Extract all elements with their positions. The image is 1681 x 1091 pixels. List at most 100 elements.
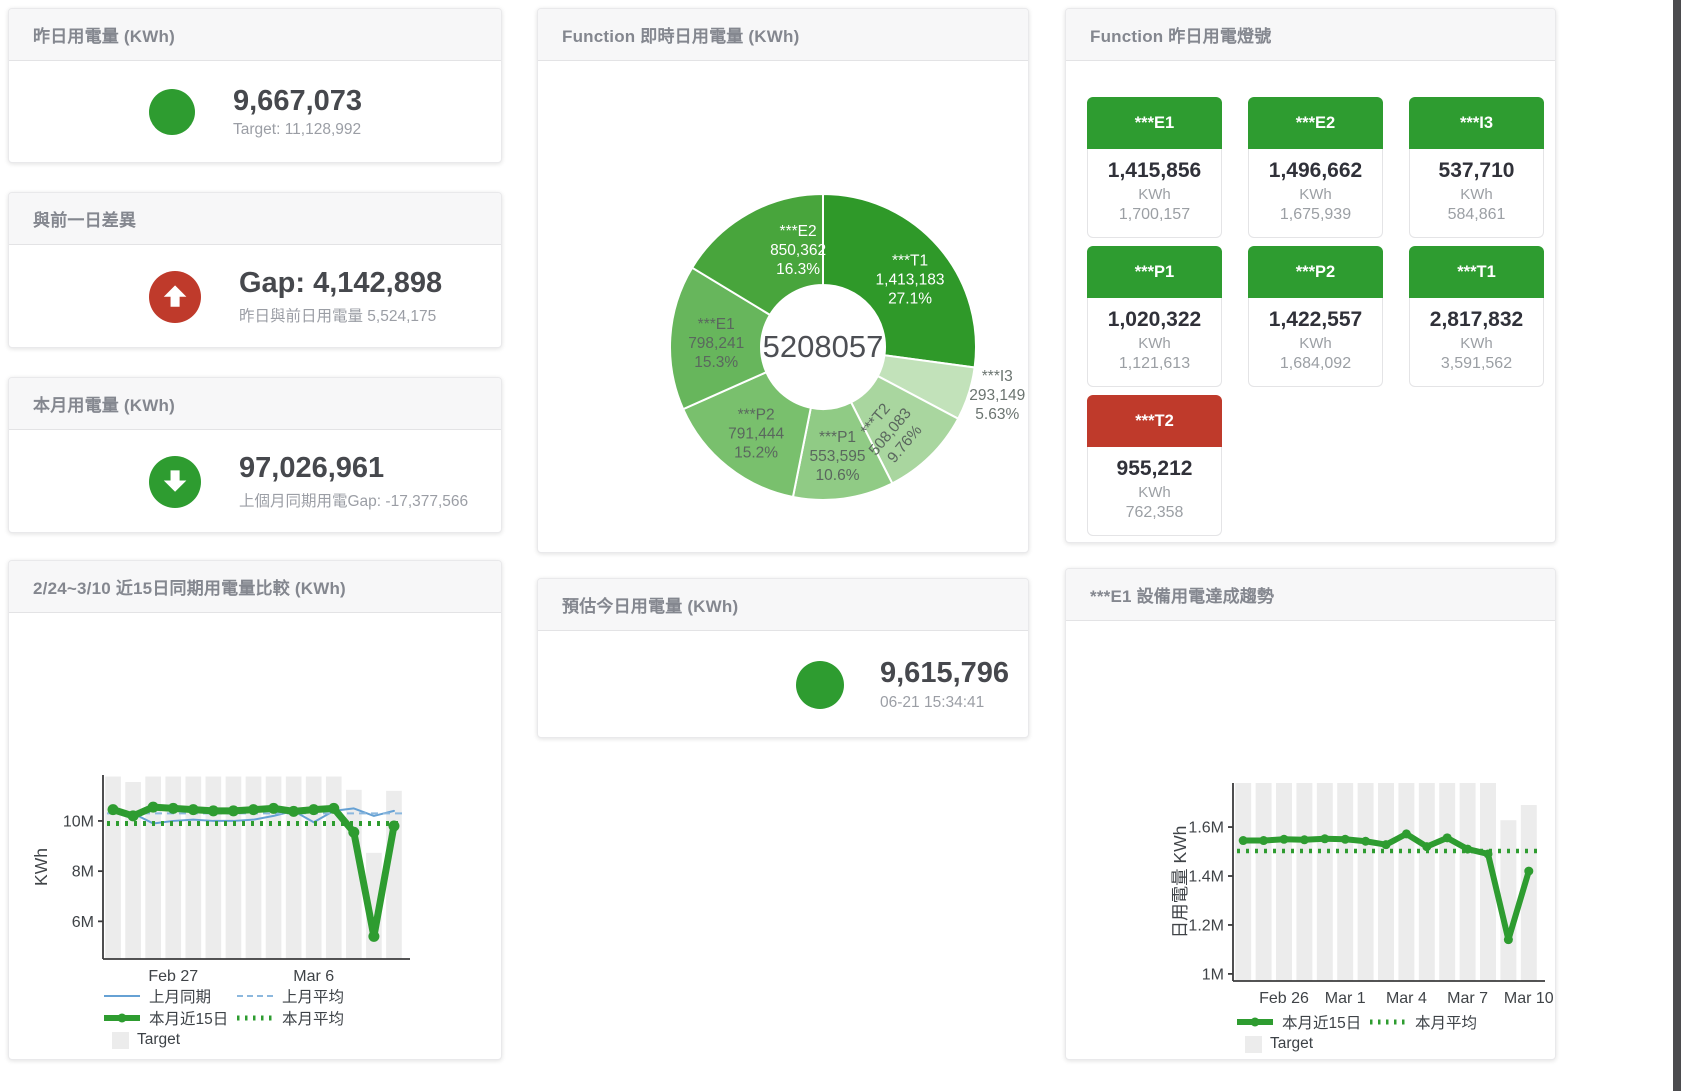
y-tick-label: 8M: [72, 864, 94, 881]
comparison-line-chart[interactable]: 6M 8M 10M Feb 27 Mar 6 KWh: [9, 613, 502, 995]
tile-unit: KWh: [1299, 186, 1332, 203]
donut-slice-label: ***I3 293,149 5.63%: [969, 368, 1025, 423]
tile-target: 1,700,157: [1118, 206, 1191, 223]
light-tile-E2: ***E2 1,496,662 KWh 1,675,939: [1248, 97, 1383, 238]
light-tile-I3: ***I3 537,710 KWh 584,861: [1409, 97, 1544, 238]
legend-item-Target[interactable]: Target: [103, 1031, 236, 1049]
tile-header: ***I3: [1409, 97, 1544, 149]
target-bar: [1480, 783, 1496, 981]
donut-slice-T1[interactable]: [822, 192, 977, 369]
card-header: Function 即時日用電量 (KWh): [538, 9, 1028, 61]
legend-item-本月近15日[interactable]: 本月近15日: [103, 1007, 236, 1029]
target-bar: [1418, 783, 1435, 981]
stat-subtitle: Target: 11,128,992: [233, 121, 362, 139]
card-title: Function 即時日用電量 (KWh): [562, 27, 800, 46]
donut-slice-label: ***T1 1,413,183 27.1%: [876, 253, 945, 308]
legend-line-swatch: [1370, 1019, 1406, 1025]
target-bar: [225, 776, 242, 959]
target-bar: [305, 776, 322, 959]
light-tile-T2: ***T2 955,212 KWh 762,358: [1087, 395, 1222, 536]
legend-label: 本月近15日: [1282, 1015, 1362, 1032]
legend-item-上月同期[interactable]: 上月同期: [103, 985, 236, 1007]
stat-subtitle: 上個月同期用電Gap: -17,377,566: [239, 492, 469, 510]
card-status-lights: Function 昨日用電燈號 ***E1 1,415,856 KWh 1,700,1…: [1065, 8, 1556, 543]
card-realtime-donut: Function 即時日用電量 (KWh) ***T1 1,413,183 27.1…: [537, 8, 1029, 553]
up-arrow-icon: [149, 270, 201, 323]
status-circle-green-icon: [149, 89, 195, 135]
legend-label: Target: [1270, 1035, 1314, 1052]
stat-value: 97,026,961: [239, 452, 385, 485]
legend-label: 上月平均: [282, 989, 345, 1006]
legend-item-本月平均[interactable]: 本月平均: [1369, 1011, 1502, 1033]
legend-item-本月平均[interactable]: 本月平均: [236, 1007, 369, 1029]
target-bar: [325, 776, 342, 959]
target-bar: [1235, 783, 1252, 981]
legend-box-swatch: [1245, 1035, 1262, 1053]
light-tile-T1: ***T1 2,817,832 KWh 3,591,562: [1409, 246, 1544, 387]
e1-trend-line-chart[interactable]: 1M 1.2M 1.4M 1.6M Feb 26 Mar 1 Mar 4 Mar 7 Mar 1…: [1066, 621, 1556, 1011]
x-tick-label: Mar 1: [1325, 990, 1366, 1007]
tile-header: ***P2: [1248, 246, 1383, 298]
legend-line-swatch: [104, 1013, 140, 1023]
legend-line-swatch: [237, 995, 273, 997]
light-tile-E1: ***E1 1,415,856 KWh 1,700,157: [1087, 97, 1222, 238]
stat-value: Gap: 4,142,898: [239, 267, 443, 300]
y-tick-label: 6M: [72, 914, 94, 931]
legend-item-本月近15日[interactable]: 本月近15日: [1236, 1011, 1369, 1033]
card-header: 預估今日用電量 (KWh): [538, 579, 1028, 631]
tile-header: ***T2: [1087, 395, 1222, 447]
y-tick-label: 1.6M: [1188, 820, 1224, 837]
donut-slice-E2[interactable]: [690, 192, 824, 317]
legend-item-上月平均[interactable]: 上月平均: [236, 985, 369, 1007]
tile-target: 3,591,562: [1440, 355, 1513, 372]
light-tile-P1: ***P1 1,020,322 KWh 1,121,613: [1087, 246, 1222, 387]
card-title: 昨日用電量 (KWh): [33, 27, 175, 46]
target-bar: [1500, 820, 1517, 981]
legend-label: 本月平均: [1415, 1015, 1478, 1032]
card-header: 與前一日差異: [9, 193, 501, 245]
target-bar: [285, 776, 302, 959]
tile-unit: KWh: [1299, 335, 1332, 352]
stat-timestamp: 06-21 15:34:41: [880, 693, 985, 711]
tile-value: 1,496,662: [1268, 159, 1363, 182]
donut-slice-P2[interactable]: [681, 370, 812, 499]
target-bar: [1357, 783, 1374, 981]
card-header: Function 昨日用電燈號: [1066, 9, 1555, 61]
tile-target: 584,861: [1447, 206, 1506, 223]
y-tick-label: 1.2M: [1188, 917, 1224, 934]
tile-header: ***P1: [1087, 246, 1222, 298]
legend-item-Target[interactable]: Target: [1236, 1035, 1369, 1053]
tile-value: 1,415,856: [1107, 159, 1202, 182]
donut-slice-label: ***E1 798,241 15.3%: [688, 316, 744, 371]
donut-slice-E1[interactable]: [669, 266, 772, 411]
card-header: 昨日用電量 (KWh): [9, 9, 501, 61]
down-arrow-icon: [149, 455, 201, 508]
card-header: ***E1 設備用電達成趨勢: [1066, 569, 1555, 621]
tile-value: 955,212: [1116, 457, 1193, 480]
y-tick-label: 10M: [63, 813, 94, 830]
card-header: 本月用電量 (KWh): [9, 378, 501, 430]
realtime-usage-donut-chart[interactable]: ***T1 1,413,183 27.1%***I3 293,149 5.63%***T…: [538, 61, 1029, 552]
tile-unit: KWh: [1138, 484, 1171, 501]
tile-target: 1,121,613: [1118, 355, 1191, 372]
card-title: 2/24~3/10 近15日同期用電量比較 (KWh): [33, 579, 346, 598]
x-tick-label: Mar 7: [1447, 990, 1488, 1007]
tile-value: 537,710: [1438, 159, 1515, 182]
target-bar: [205, 776, 222, 959]
stat-value: 9,667,073: [233, 84, 363, 117]
legend-label: 本月平均: [282, 1011, 345, 1028]
tile-unit: KWh: [1460, 335, 1493, 352]
y-tick-label: 1.4M: [1188, 869, 1224, 886]
card-header: 2/24~3/10 近15日同期用電量比較 (KWh): [9, 561, 501, 613]
target-bar: [125, 782, 141, 959]
tile-value: 1,020,322: [1107, 308, 1202, 331]
y-tick-label: 1M: [1202, 966, 1224, 983]
card-title: ***E1 設備用電達成趨勢: [1090, 587, 1275, 606]
tile-unit: KWh: [1460, 186, 1493, 203]
tile-header: ***E2: [1248, 97, 1383, 149]
target-bar: [1337, 783, 1354, 981]
target-bar: [1378, 783, 1394, 981]
vertical-scrollbar[interactable]: [1673, 0, 1681, 1091]
card-month-usage: 本月用電量 (KWh) 97,026,961 上個月同期用電Gap: -17,3…: [8, 377, 502, 533]
